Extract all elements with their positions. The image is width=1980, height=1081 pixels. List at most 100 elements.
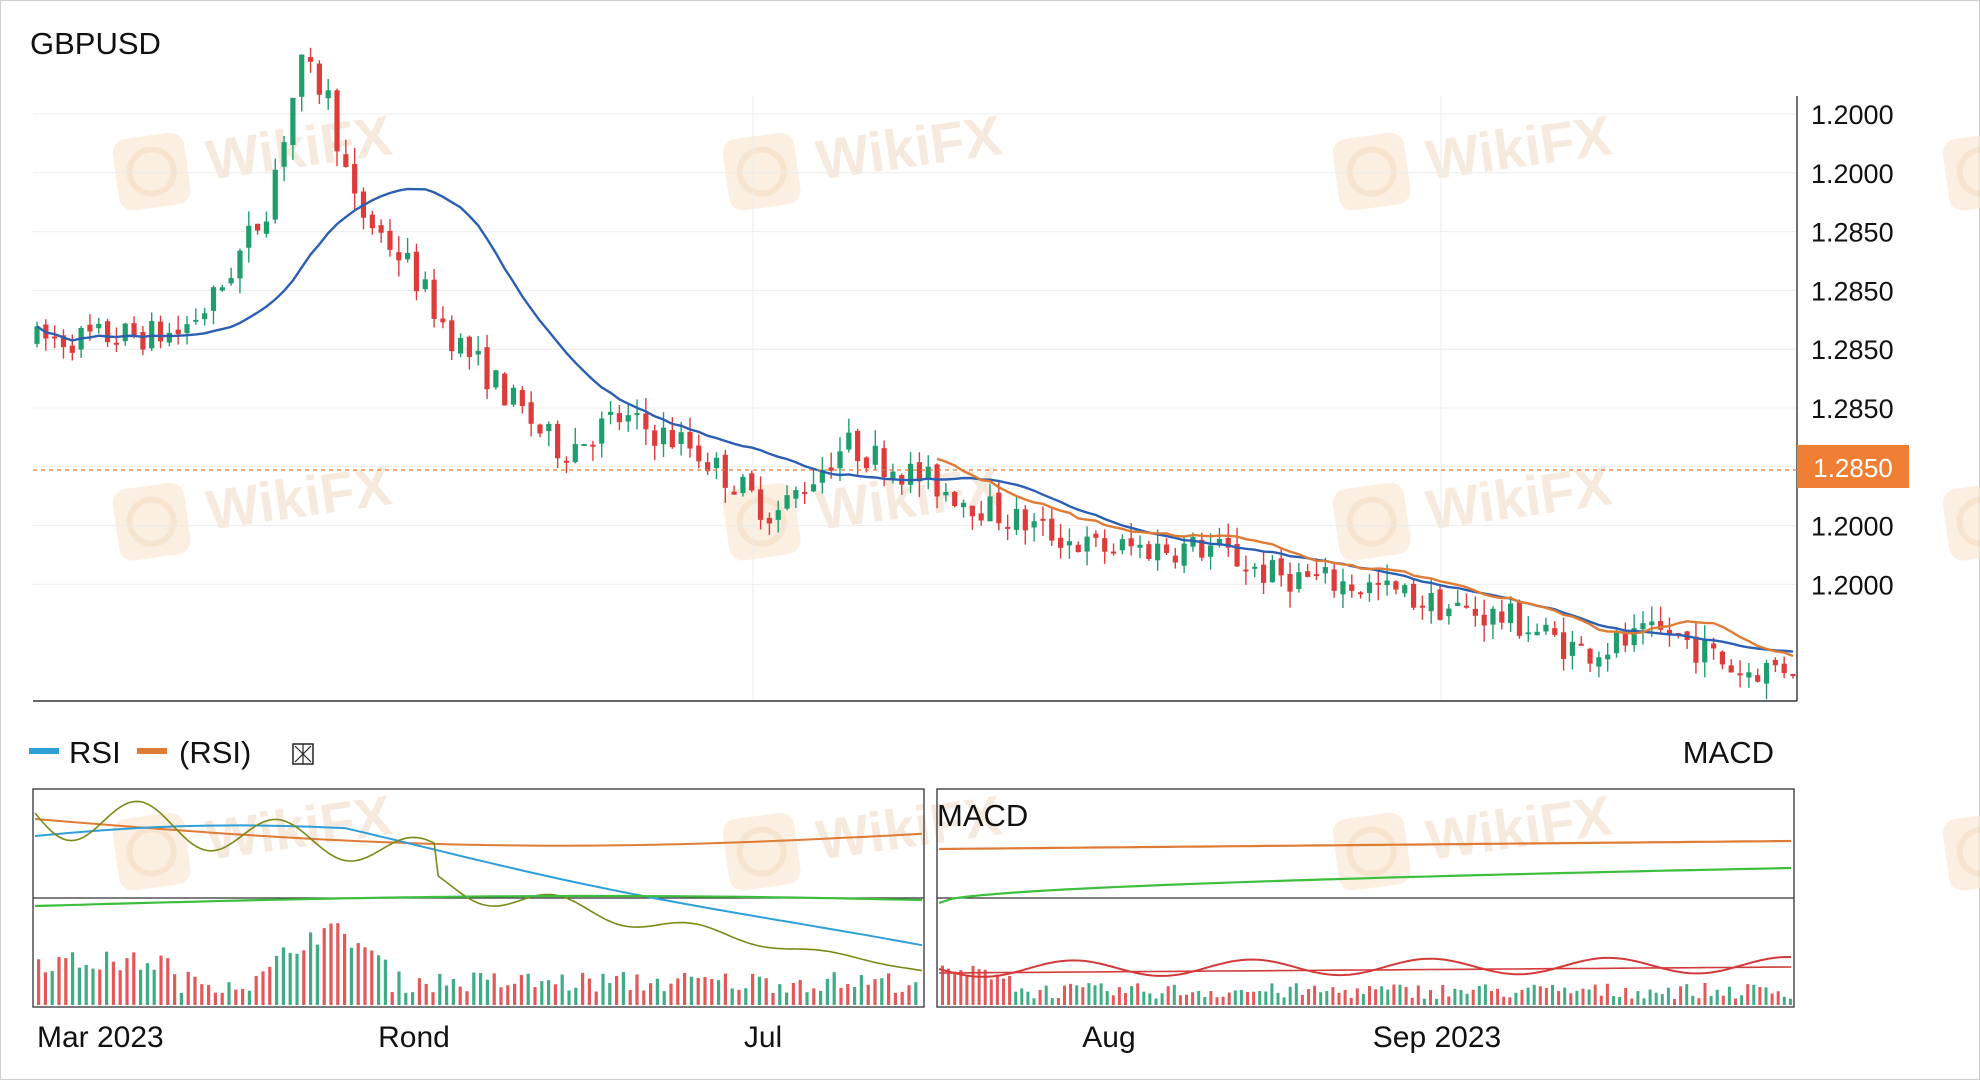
- macd-histogram-bar: [1288, 986, 1292, 1005]
- watermark-logo: [1331, 481, 1412, 562]
- candle-body: [1508, 603, 1514, 623]
- candle: [1358, 591, 1364, 599]
- rsi-histogram-bar: [390, 992, 394, 1005]
- rsi-histogram-bar: [438, 973, 442, 1005]
- candle-body: [1393, 581, 1399, 590]
- macd-histogram-bar: [1782, 996, 1786, 1005]
- macd-histogram-bar: [1014, 991, 1018, 1005]
- candle: [537, 423, 543, 438]
- candle-body: [1057, 537, 1064, 548]
- candle-body: [193, 319, 199, 322]
- candle: [396, 236, 402, 277]
- candle: [625, 404, 631, 432]
- candle-body: [104, 321, 111, 343]
- watermark-logo: [1941, 481, 1980, 562]
- candle-body: [766, 517, 773, 524]
- rsi-histogram-bar: [37, 959, 41, 1005]
- settings-icon[interactable]: [292, 743, 314, 765]
- rsi-histogram-bar: [397, 971, 401, 1005]
- macd-histogram-bar: [1715, 989, 1719, 1005]
- macd-histogram-bar: [1776, 991, 1780, 1005]
- rsi-histogram-bar: [152, 969, 156, 1005]
- candle: [528, 391, 534, 437]
- candle: [1490, 606, 1496, 640]
- rsi-histogram-bar: [798, 979, 802, 1005]
- macd-histogram-bar: [1093, 985, 1097, 1005]
- candle-body: [510, 387, 517, 405]
- macd-histogram-bar: [1502, 996, 1506, 1005]
- macd-histogram-bar: [959, 970, 963, 1005]
- macd-panel: [938, 839, 1792, 1005]
- rsi-histogram-bar: [785, 992, 789, 1005]
- rsi-histogram-bar: [689, 976, 693, 1005]
- candle: [1119, 534, 1125, 555]
- macd-histogram-bar: [977, 969, 981, 1005]
- candle: [1366, 574, 1373, 602]
- candle: [369, 210, 375, 235]
- macd-histogram-bar: [1636, 991, 1640, 1005]
- candle: [1463, 593, 1470, 609]
- legend-rsi2-label[interactable]: (RSI): [179, 735, 251, 770]
- candle: [1622, 622, 1628, 653]
- candle: [299, 54, 305, 112]
- candle: [1516, 599, 1523, 639]
- macd-histogram-bar: [1331, 987, 1335, 1005]
- candle-body: [484, 347, 490, 390]
- candle: [457, 333, 464, 358]
- rsi-histogram-bar: [349, 947, 353, 1005]
- macd-histogram-bar: [1404, 986, 1408, 1005]
- candle: [475, 335, 481, 366]
- candle: [1481, 599, 1487, 642]
- macd-histogram-bar: [1282, 997, 1286, 1005]
- macd-histogram-bar: [1075, 985, 1079, 1005]
- candle-body: [1605, 654, 1611, 660]
- rsi-histogram-bar: [907, 985, 911, 1005]
- candle: [1719, 650, 1726, 670]
- candle: [219, 284, 225, 292]
- candle-body: [1666, 629, 1673, 635]
- candle-body: [907, 463, 914, 485]
- candle-body: [1243, 569, 1249, 572]
- time-label: Rond: [378, 1021, 450, 1054]
- rsi-histogram-bar: [866, 984, 870, 1005]
- rsi-histogram-bar: [227, 982, 231, 1005]
- candle: [669, 416, 675, 449]
- rsi-histogram-bar: [159, 955, 163, 1005]
- rsi-histogram-bar: [893, 992, 897, 1005]
- candle-body: [493, 370, 499, 388]
- price-label: 1.2850: [1811, 394, 1894, 424]
- rsi-histogram-bar: [744, 988, 748, 1005]
- candle-body: [1163, 544, 1170, 553]
- candle-body: [157, 321, 164, 342]
- rsi-histogram-bar: [71, 952, 75, 1005]
- rsi-histogram-bar: [343, 933, 347, 1005]
- rsi-histogram-bar: [900, 991, 904, 1005]
- candle: [775, 500, 781, 533]
- candle: [1305, 564, 1311, 578]
- candle-body: [440, 318, 446, 323]
- candle: [607, 401, 614, 425]
- watermark-text: WikiFX: [812, 103, 1005, 191]
- candle: [1287, 562, 1293, 608]
- candle: [1552, 621, 1558, 637]
- candle: [1560, 617, 1567, 671]
- candle: [1066, 528, 1073, 559]
- macd-histogram-bar: [1368, 986, 1371, 1005]
- candle: [493, 369, 499, 390]
- macd-histogram-bar: [1172, 984, 1176, 1005]
- rsi-histogram-bar: [431, 992, 435, 1005]
- legend-rsi-label[interactable]: RSI: [69, 735, 121, 770]
- macd-histogram-bar: [1191, 992, 1195, 1005]
- rsi-histogram-bar: [50, 971, 54, 1005]
- candle: [149, 312, 155, 351]
- candle-body: [837, 451, 843, 469]
- rsi-histogram-bar: [737, 989, 741, 1005]
- candle-body: [660, 427, 667, 445]
- macd-histogram-bar: [1490, 991, 1493, 1005]
- price-label: 1.2000: [1811, 159, 1894, 189]
- rsi-histogram-bar: [914, 982, 918, 1005]
- rsi-histogram-bar: [329, 923, 333, 1005]
- rsi-histogram-bar: [145, 963, 149, 1005]
- rsi-histogram-bar: [771, 992, 775, 1005]
- candle: [228, 267, 234, 286]
